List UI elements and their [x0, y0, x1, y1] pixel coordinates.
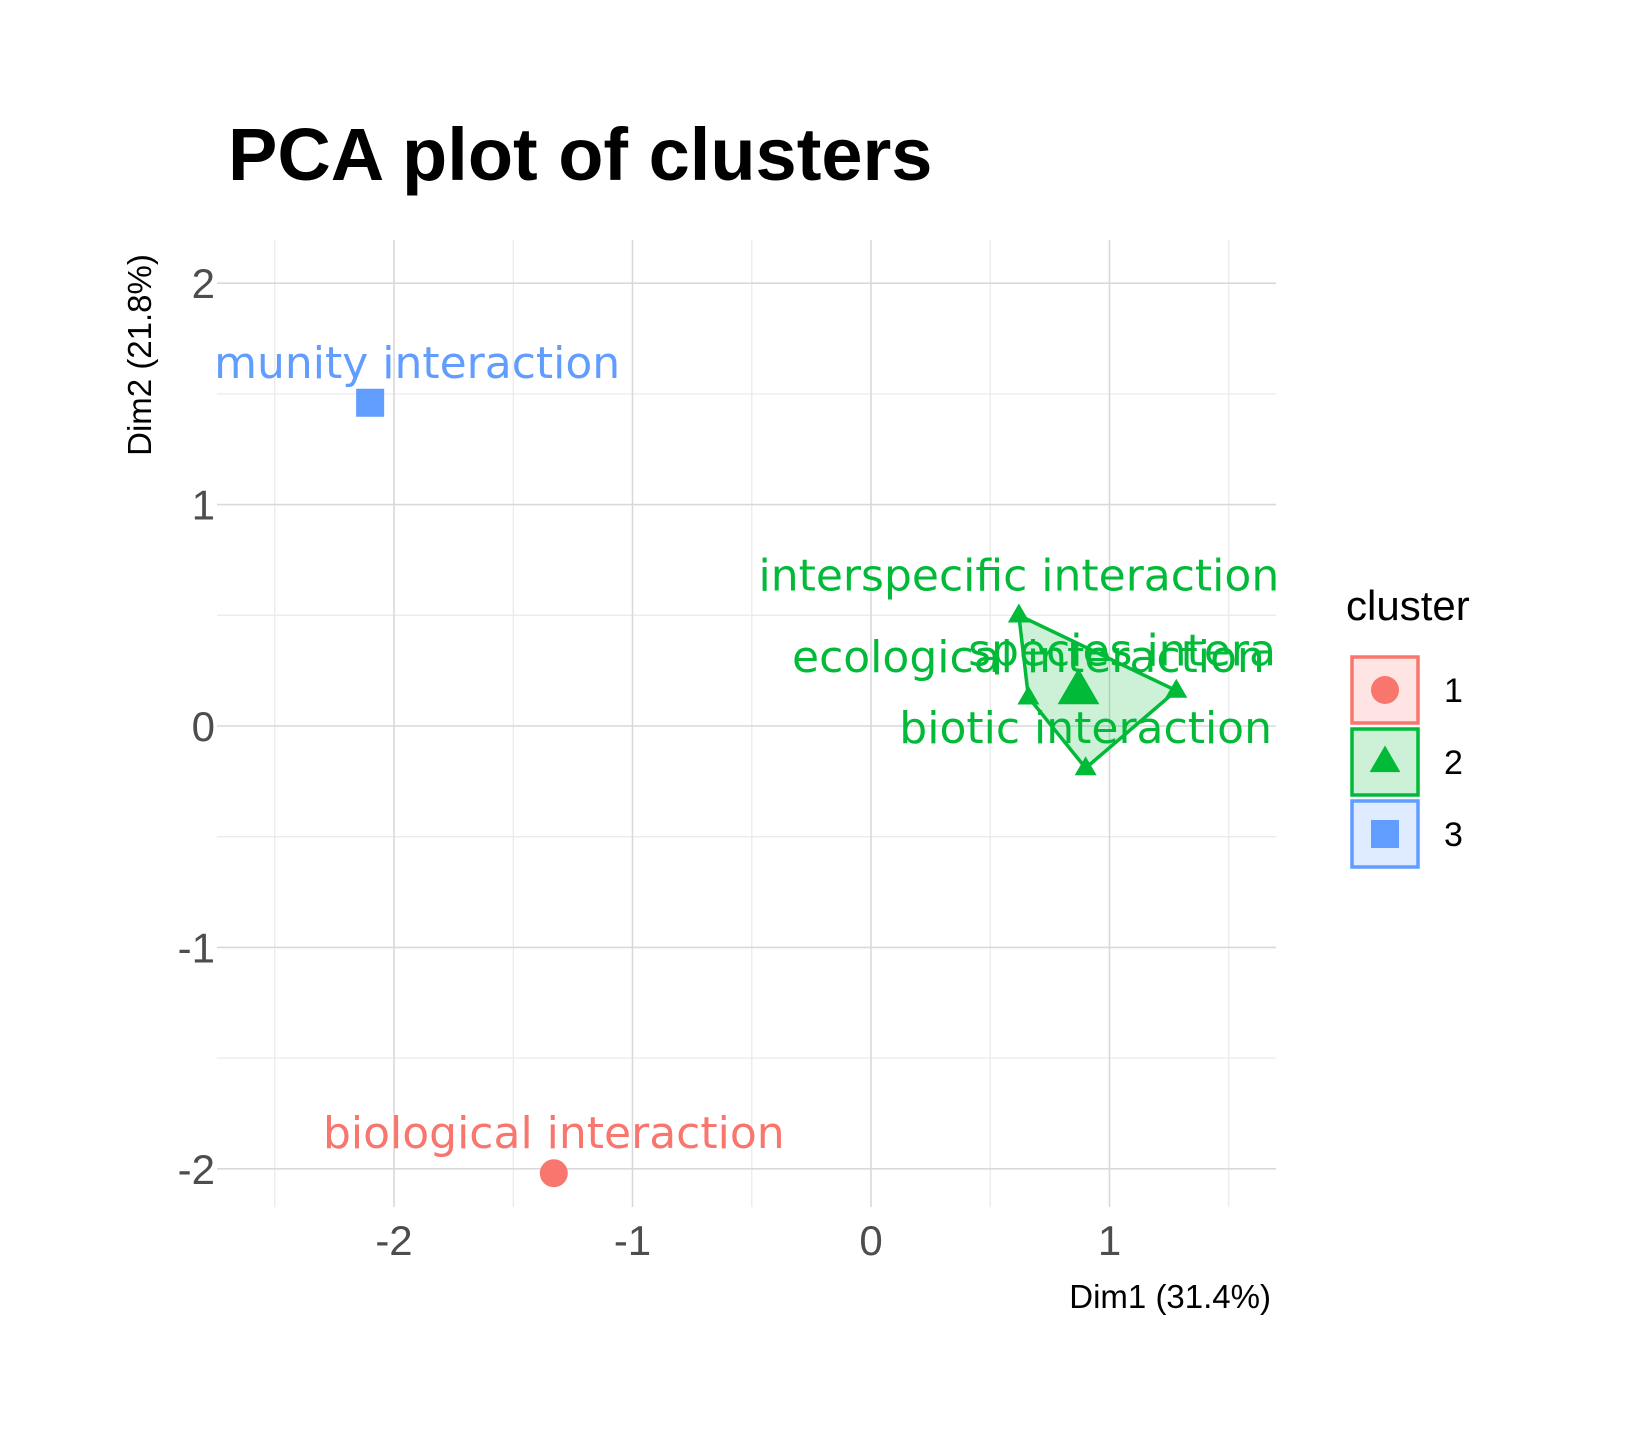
y-tick-label: -2 — [178, 1146, 215, 1193]
point-labels-layer: community interaction biological interact… — [120, 338, 1384, 1159]
legend-key-marker — [1371, 676, 1399, 704]
y-axis-title: Dim2 (21.8%) — [121, 254, 158, 456]
point-label: ecological interaction — [792, 632, 1265, 683]
cluster-centroid — [1057, 668, 1100, 705]
legend-label: 2 — [1444, 744, 1463, 782]
point-label: biotic interaction — [899, 703, 1272, 754]
y-tick-label: 2 — [192, 260, 215, 307]
legend-item: 1 — [1350, 655, 1463, 725]
legend-key-marker — [1371, 820, 1399, 848]
point-label: biological interaction — [323, 1108, 785, 1159]
x-tick-label: 0 — [859, 1217, 882, 1264]
chart-title: PCA plot of clusters — [228, 113, 932, 196]
data-point — [1017, 685, 1040, 705]
grid — [217, 240, 1276, 1207]
y-tick-label: 0 — [192, 703, 215, 750]
legend-key-marker — [1369, 745, 1401, 773]
x-tick-label: 1 — [1098, 1217, 1121, 1264]
points-layer — [356, 388, 1188, 1188]
legend-label: 1 — [1444, 672, 1463, 710]
point-label: interspecific interaction — [759, 550, 1280, 601]
tick-labels-layer: -2 -1 0 1 -2 -1 0 1 2 — [178, 260, 1122, 1264]
x-tick-label: -2 — [375, 1217, 412, 1264]
x-tick-label: -1 — [614, 1217, 651, 1264]
legend-label: 3 — [1444, 816, 1463, 854]
legend-item: 2 — [1350, 727, 1463, 797]
y-tick-label: 1 — [192, 482, 215, 529]
data-point — [1165, 678, 1188, 698]
data-point — [539, 1159, 568, 1188]
legend: cluster 1 2 3 — [1346, 582, 1470, 869]
data-point — [1007, 603, 1030, 623]
x-axis-title: Dim1 (31.4%) — [1069, 1278, 1271, 1315]
data-point — [356, 388, 385, 417]
legend-item: 3 — [1350, 799, 1463, 869]
data-point — [1074, 756, 1097, 776]
y-tick-label: -1 — [178, 924, 215, 971]
point-label: species interaction — [968, 626, 1384, 677]
legend-title: cluster — [1346, 582, 1470, 629]
point-label: community interaction — [120, 338, 620, 389]
